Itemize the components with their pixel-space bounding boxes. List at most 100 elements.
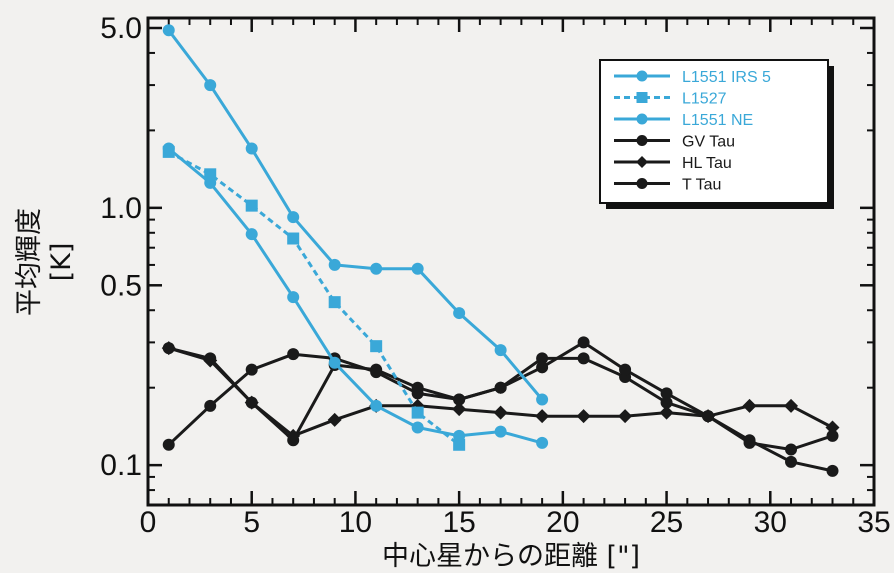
data-point [660, 387, 673, 400]
data-point [370, 366, 383, 379]
legend-entry: L1527 [614, 91, 727, 108]
data-point [636, 156, 648, 168]
series-layer [161, 24, 840, 477]
data-point [536, 361, 549, 374]
data-point [618, 409, 633, 424]
y-axis-title: 平均輝度 [14, 208, 45, 316]
data-point [636, 178, 648, 189]
data-point [453, 393, 466, 406]
data-point [636, 135, 648, 146]
data-point [577, 336, 590, 349]
legend-label: L1551 IRS 5 [682, 69, 771, 86]
legend-label: T Tau [682, 177, 721, 194]
data-point [327, 412, 342, 427]
data-point [245, 142, 258, 155]
data-point [702, 410, 715, 423]
data-point [619, 363, 632, 376]
data-point [287, 348, 300, 361]
data-point [328, 296, 341, 309]
data-point [245, 363, 258, 376]
data-point [287, 232, 300, 245]
data-point [203, 353, 218, 368]
legend-label: HL Tau [682, 155, 732, 172]
data-point [636, 113, 648, 125]
data-point [370, 340, 383, 353]
data-point [636, 92, 648, 103]
data-point [287, 291, 300, 304]
x-axis-ticks: 0 5 10 15 20 25 30 35 [140, 18, 891, 539]
data-point [370, 399, 383, 412]
legend-label: L1527 [682, 91, 727, 108]
data-point [411, 262, 424, 275]
y-tick-label: 0.5 [100, 269, 142, 302]
data-point [826, 429, 839, 442]
series-line [167, 147, 543, 445]
data-point [536, 393, 549, 406]
data-point [411, 421, 424, 434]
x-tick-label: 35 [857, 506, 890, 539]
x-tick-label: 10 [339, 506, 372, 539]
data-point [785, 455, 798, 468]
legend-entry: L1551 NE [614, 112, 753, 129]
y-tick-label: 0.1 [100, 449, 142, 482]
data-point [245, 228, 258, 241]
data-point [743, 436, 756, 449]
data-point [494, 381, 507, 394]
series-l1551-irs-5 [162, 24, 549, 406]
data-point [162, 438, 175, 451]
data-point [784, 398, 799, 413]
data-point [453, 438, 466, 451]
data-point [204, 168, 217, 181]
legend-label: L1551 NE [682, 112, 753, 129]
data-point [370, 262, 383, 275]
series-line [167, 150, 461, 446]
data-point [826, 464, 839, 477]
data-point [636, 70, 648, 82]
data-point [660, 396, 673, 409]
y-axis-ticks: 0.1 0.5 1.0 5.0 [100, 12, 874, 492]
data-point [577, 352, 590, 365]
data-point [204, 79, 217, 92]
x-tick-label: 0 [140, 506, 157, 539]
data-point [204, 399, 217, 412]
data-point [162, 142, 175, 155]
data-point [785, 443, 798, 456]
data-point [659, 405, 674, 420]
legend-entry: HL Tau [614, 155, 732, 172]
data-point [536, 352, 549, 365]
data-point [328, 258, 341, 271]
x-tick-label: 5 [243, 506, 260, 539]
legend-label: GV Tau [682, 134, 735, 151]
x-axis-title: 中心星からの距離 ["] [382, 541, 640, 572]
x-tick-label: 25 [650, 506, 683, 539]
data-point [162, 24, 175, 37]
data-point [536, 436, 549, 449]
data-point [494, 344, 507, 357]
x-tick-label: 20 [546, 506, 579, 539]
x-tick-label: 15 [442, 506, 475, 539]
data-point [742, 398, 757, 413]
data-point [245, 199, 258, 212]
series-line [167, 29, 544, 401]
legend-entry: T Tau [614, 177, 721, 194]
series-l1527 [162, 145, 466, 451]
data-point [287, 211, 300, 224]
y-axis-unit: [K] [46, 243, 77, 282]
legend: L1551 IRS 5 L1527 L1551 NE GV Tau HL Tau T Ta… [599, 59, 834, 209]
legend-box [599, 59, 829, 204]
y-tick-label: 5.0 [100, 12, 142, 45]
data-point [452, 402, 467, 417]
data-point [286, 428, 301, 443]
plot-area [146, 16, 876, 507]
legend-entry: L1551 IRS 5 [614, 69, 771, 86]
legend-entry: GV Tau [614, 134, 735, 151]
data-point [411, 406, 424, 419]
data-point [411, 387, 424, 400]
data-point [493, 405, 508, 420]
data-point [453, 429, 466, 442]
data-point [204, 176, 217, 189]
data-point [494, 425, 507, 438]
data-point [535, 409, 550, 424]
data-point [328, 356, 341, 369]
